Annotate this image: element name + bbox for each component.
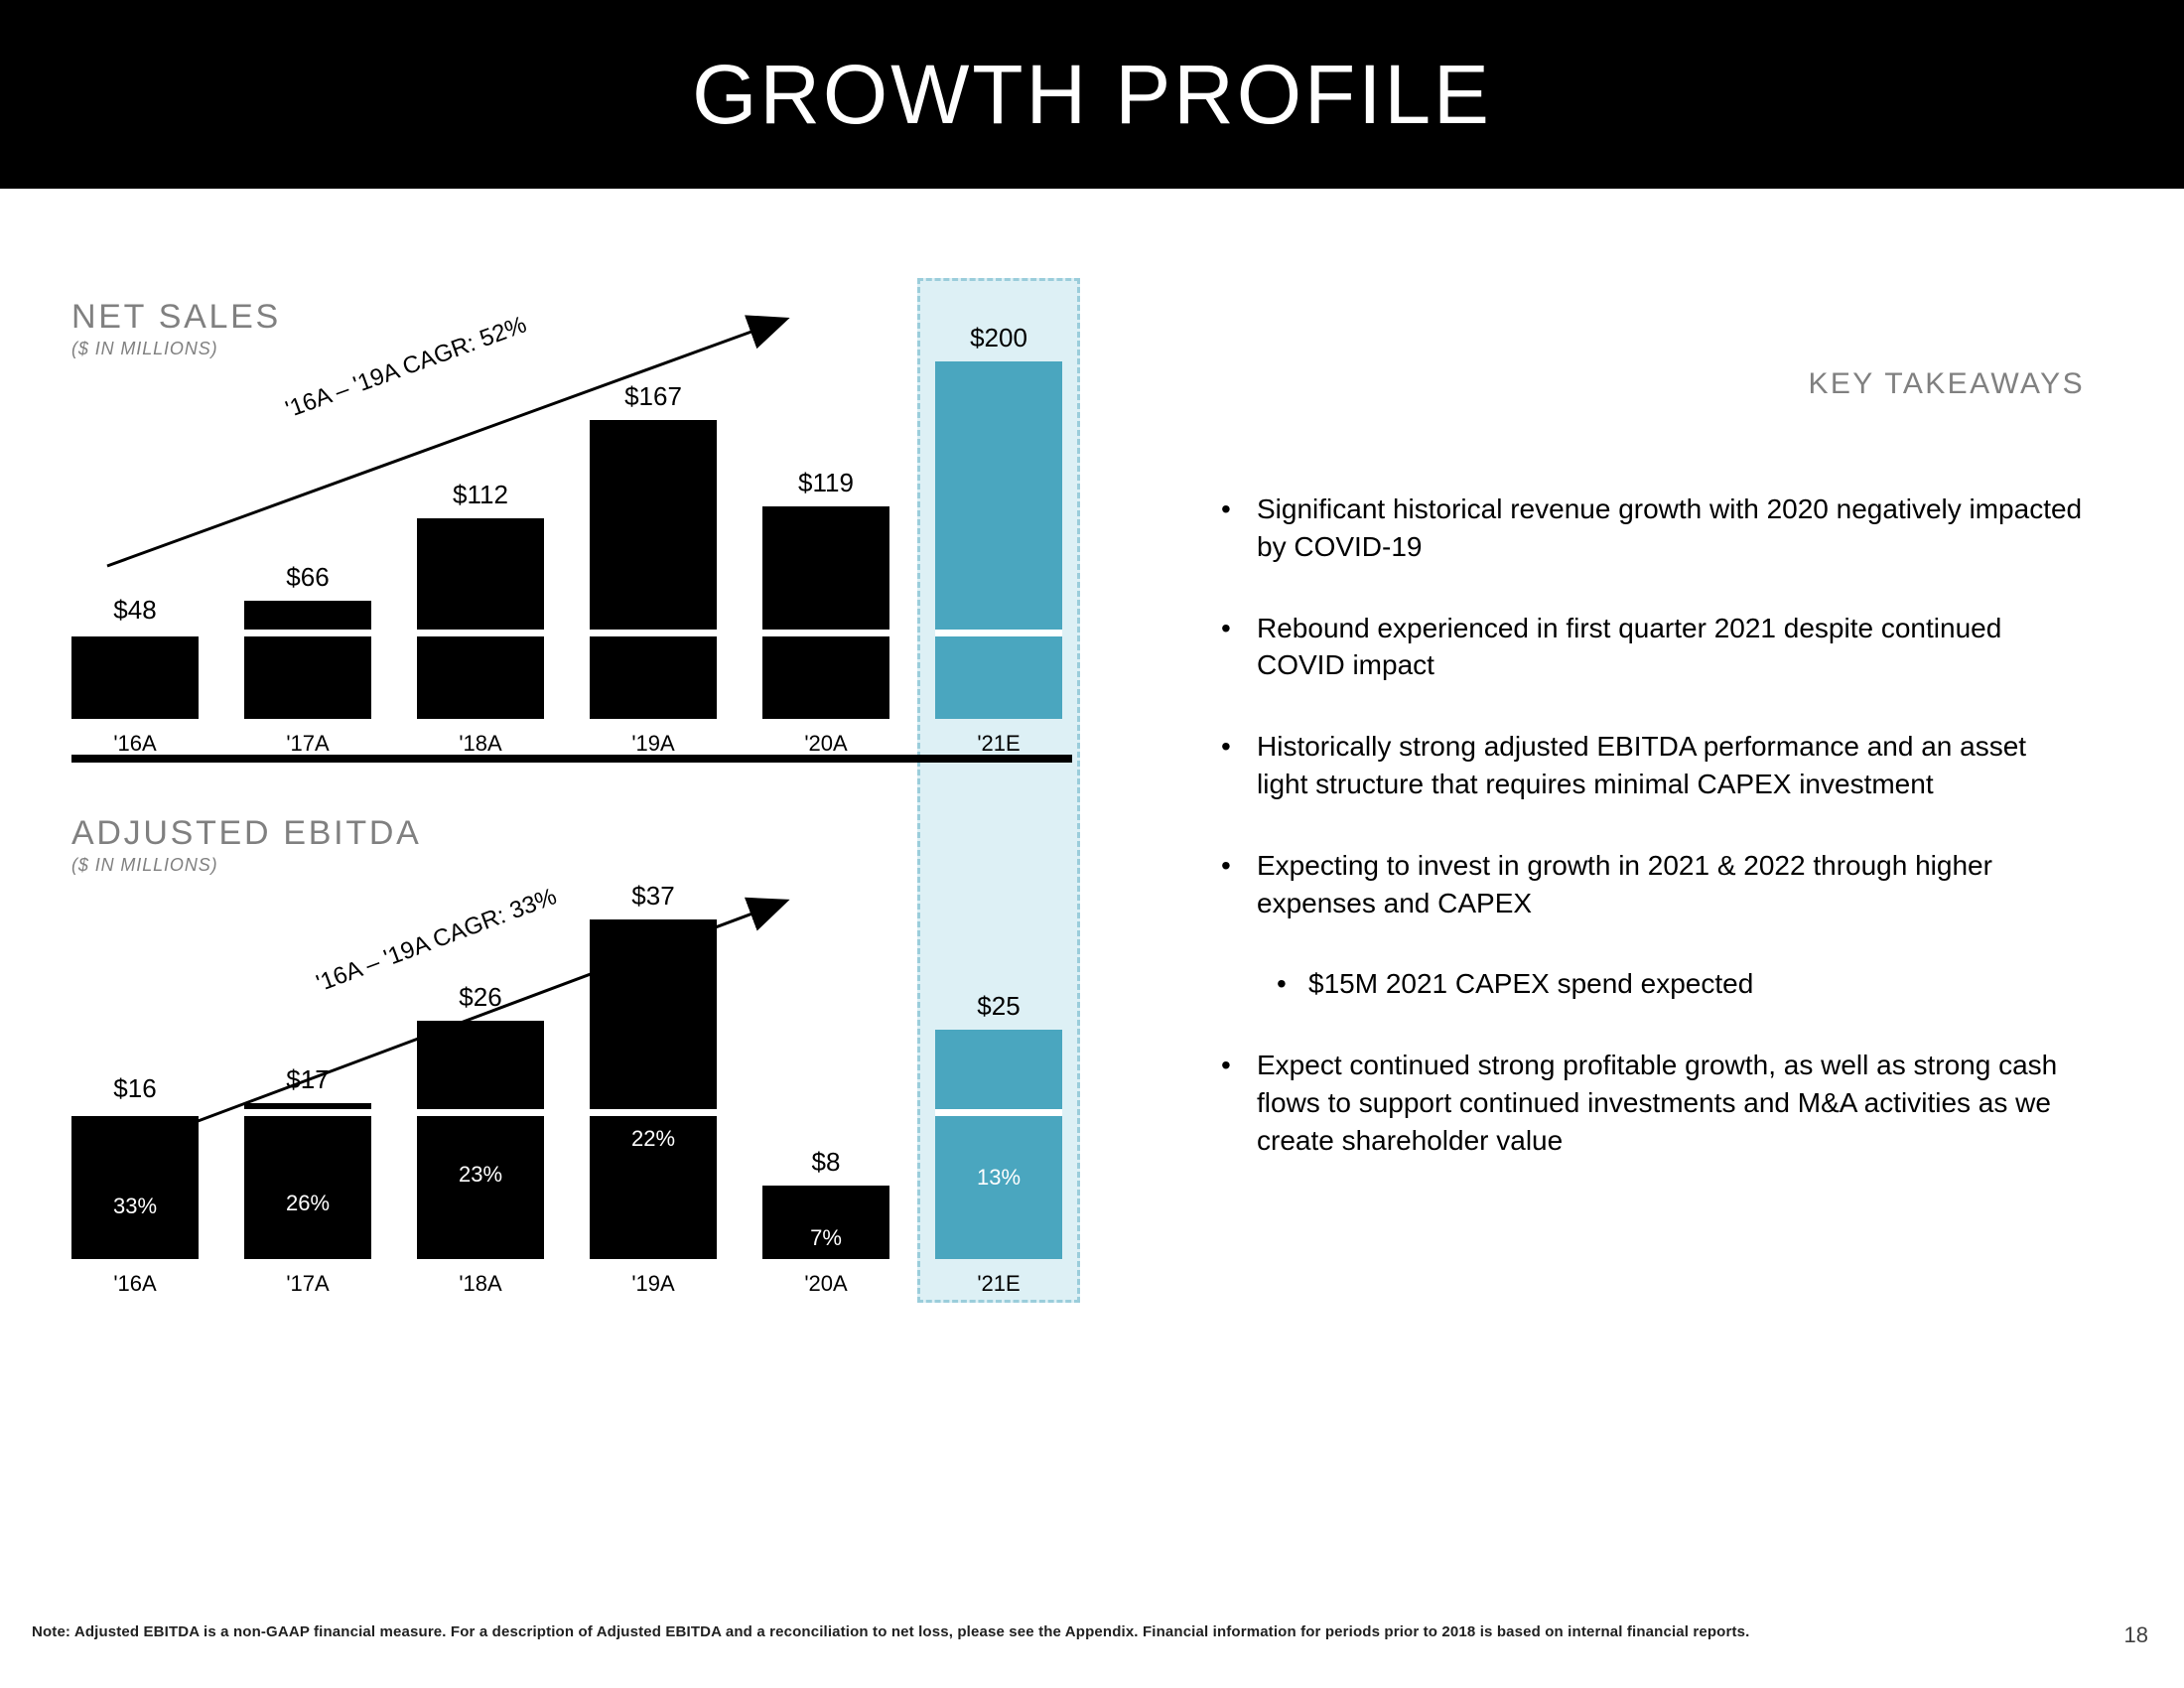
adj-ebitda-cagr-arrow [0, 0, 2184, 1688]
